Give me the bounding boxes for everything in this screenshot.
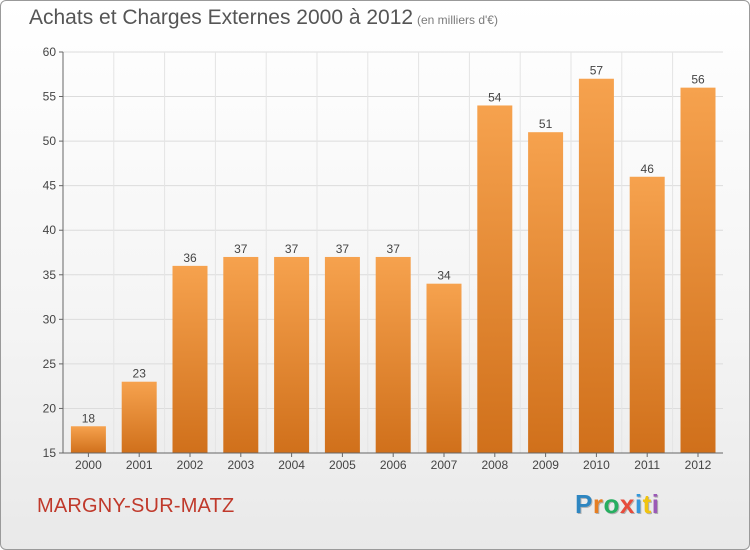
y-tick-label: 35 [43,268,57,282]
bar-2004 [274,256,310,453]
x-tick-label-2002: 2002 [177,458,204,472]
bar-2010 [578,78,614,453]
bar-2011 [629,176,665,453]
brand-letter: x [619,489,635,519]
value-label-2009: 51 [539,117,553,131]
bar-2009 [528,132,564,453]
brand-letter: P [575,489,593,519]
value-label-2012: 56 [691,73,705,87]
y-tick-label: 30 [43,312,57,326]
bar-2002 [172,265,208,453]
y-tick-label: 15 [43,446,57,460]
bar-2008 [477,105,513,453]
bar-2005 [324,256,360,453]
brand-letter: i [651,489,660,519]
value-label-2007: 34 [437,269,451,283]
chart-unit: (en milliers d'€) [417,13,498,27]
y-tick-label: 50 [43,134,57,148]
value-label-2011: 46 [641,162,655,176]
chart-title: Achats et Charges Externes 2000 à 2012 [29,6,414,29]
bar-2000 [70,426,106,453]
value-label-2003: 37 [234,242,248,256]
y-tick-label: 25 [43,357,57,371]
proxiti-logo: Proxiti [575,489,659,520]
bar-2007 [426,283,462,453]
x-tick-label-2011: 2011 [634,458,660,472]
value-label-2006: 37 [387,242,401,256]
y-tick-label: 60 [43,45,57,59]
x-tick-label-2007: 2007 [431,458,458,472]
value-label-2001: 23 [133,367,147,381]
y-tick-label: 55 [43,90,57,104]
axes [59,51,723,457]
x-tick-label-2001: 2001 [126,458,153,472]
y-tick-label: 20 [43,401,57,415]
bar-2003 [223,256,259,453]
value-label-2000: 18 [82,411,96,425]
brand-letter: r [592,489,604,519]
x-tick-label-2004: 2004 [278,458,305,472]
bar-2001 [121,381,157,453]
value-label-2005: 37 [336,242,350,256]
value-label-2008: 54 [488,90,502,104]
brand-letter: t [642,489,652,519]
x-tick-label-2000: 2000 [75,458,102,472]
labels: 15 20 25 30 35 40 45 50 55 60 18 2000 23 2001 36 2002 37… [43,45,712,472]
x-tick-label-2005: 2005 [329,458,356,472]
value-label-2010: 57 [590,64,604,78]
bar-2006 [375,256,411,453]
brand-letter: o [603,489,620,519]
x-tick-label-2008: 2008 [481,458,508,472]
x-tick-label-2009: 2009 [532,458,559,472]
x-tick-label-2010: 2010 [583,458,610,472]
x-tick-label-2003: 2003 [227,458,254,472]
x-tick-label-2012: 2012 [685,458,712,472]
value-label-2002: 36 [183,251,197,265]
bars [70,78,716,454]
x-tick-label-2006: 2006 [380,458,407,472]
y-tick-label: 45 [43,179,57,193]
bar-2012 [680,87,716,454]
brand-letter: i [634,489,643,519]
y-tick-label: 40 [43,223,57,237]
commune-name: MARGNY-SUR-MATZ [37,495,235,517]
value-label-2004: 37 [285,242,299,256]
